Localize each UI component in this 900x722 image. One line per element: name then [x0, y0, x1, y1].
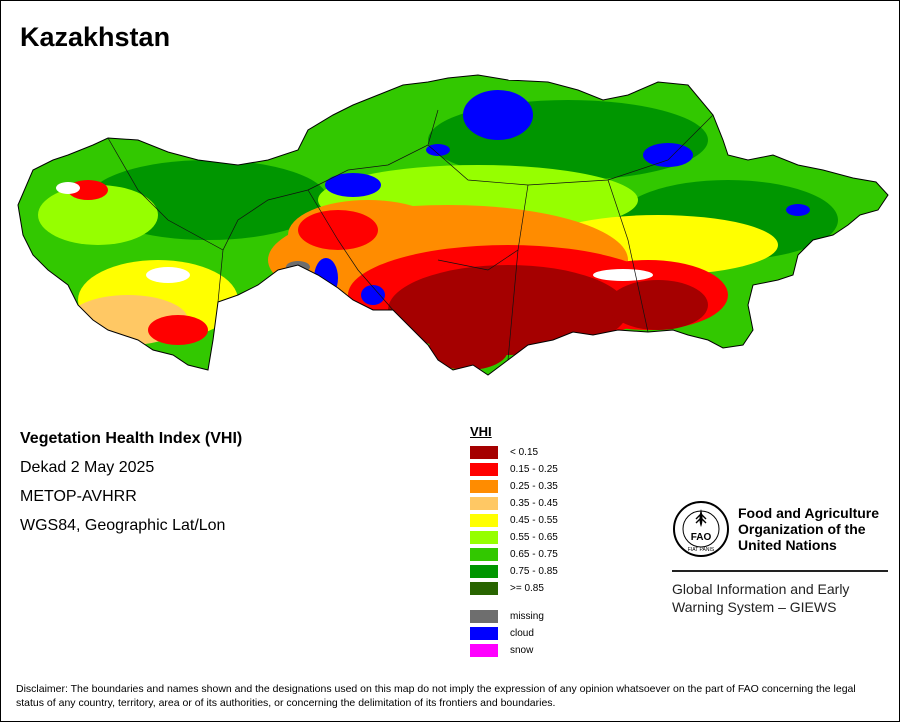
legend-label: 0.55 - 0.65 [510, 532, 558, 543]
fao-name-line: United Nations [738, 537, 837, 553]
admin-boundaries [107, 109, 714, 361]
legend-swatch [470, 565, 498, 578]
legend-extra: missing cloud snow [470, 608, 558, 659]
map-info: Vegetation Health Index (VHI) Dekad 2 Ma… [20, 430, 242, 546]
legend-label: cloud [510, 628, 534, 639]
legend-label: 0.35 - 0.45 [510, 498, 558, 509]
legend-swatch [470, 463, 498, 476]
legend-item: 0.25 - 0.35 [470, 478, 558, 495]
legend-item: 0.15 - 0.25 [470, 461, 558, 478]
fao-name-line: Food and Agriculture [738, 505, 880, 521]
legend-item: 0.55 - 0.65 [470, 529, 558, 546]
fao-org-name: Food and Agriculture Organization of the… [738, 505, 879, 553]
fao-divider [672, 570, 888, 572]
giews-line: Global Information and Early [672, 581, 850, 597]
emblem-motto: FIAT PANIS [688, 547, 715, 553]
index-title: Vegetation Health Index (VHI) [20, 430, 243, 447]
legend-item: 0.65 - 0.75 [470, 546, 558, 563]
legend-item: < 0.15 [470, 444, 558, 461]
legend-swatch [470, 644, 498, 657]
legend-item: 0.75 - 0.85 [470, 563, 558, 580]
legend-swatch [470, 514, 498, 527]
sensor-name: METOP-AVHRR [20, 488, 137, 505]
legend-label: 0.45 - 0.55 [510, 515, 558, 526]
vhi-legend: VHI < 0.15 0.15 - 0.25 0.25 - 0.35 0.35 … [470, 424, 558, 659]
legend-label: >= 0.85 [510, 583, 544, 594]
legend-label: < 0.15 [510, 447, 539, 458]
legend-swatch [470, 582, 498, 595]
kazakhstan-map-svg [17, 74, 889, 376]
projection-info: WGS84, Geographic Lat/Lon [20, 517, 226, 534]
legend-item-cloud: cloud [470, 625, 558, 642]
legend-swatch [470, 531, 498, 544]
legend-swatch [470, 627, 498, 640]
emblem-letters: FAO [691, 532, 712, 543]
giews-name: Global Information and Early Warning Sys… [672, 580, 888, 616]
legend-label: 0.75 - 0.85 [510, 566, 558, 577]
legend-swatch [470, 446, 498, 459]
legend-title: VHI [470, 424, 492, 439]
legend-item: 0.45 - 0.55 [470, 512, 558, 529]
legend-swatch [470, 497, 498, 510]
legend-item-snow: snow [470, 642, 558, 659]
legend-item-missing: missing [470, 608, 558, 625]
legend-item: 0.35 - 0.45 [470, 495, 558, 512]
legend-label: 0.15 - 0.25 [510, 464, 558, 475]
legend-label: missing [510, 611, 544, 622]
legend-label: snow [510, 645, 534, 656]
legend-swatch [470, 610, 498, 623]
giews-line: Warning System – GIEWS [672, 599, 837, 615]
legend-label: 0.65 - 0.75 [510, 549, 558, 560]
legend-label: 0.25 - 0.35 [510, 481, 558, 492]
disclaimer-text: Disclaimer: The boundaries and names sho… [16, 683, 856, 709]
legend-swatch [470, 480, 498, 493]
legend-classes: < 0.15 0.15 - 0.25 0.25 - 0.35 0.35 - 0.… [470, 444, 558, 597]
fao-name-line: Organization of the [738, 521, 866, 537]
vhi-map [8, 70, 898, 390]
legend-swatch [470, 548, 498, 561]
country-title: Kazakhstan [20, 22, 171, 52]
legend-item: >= 0.85 [470, 580, 558, 597]
dekad-date: Dekad 2 May 2025 [20, 459, 155, 476]
fao-logo-block: FAO FIAT PANIS Food and Agriculture Orga… [672, 500, 888, 616]
fao-emblem-icon: FAO FIAT PANIS [673, 501, 729, 557]
